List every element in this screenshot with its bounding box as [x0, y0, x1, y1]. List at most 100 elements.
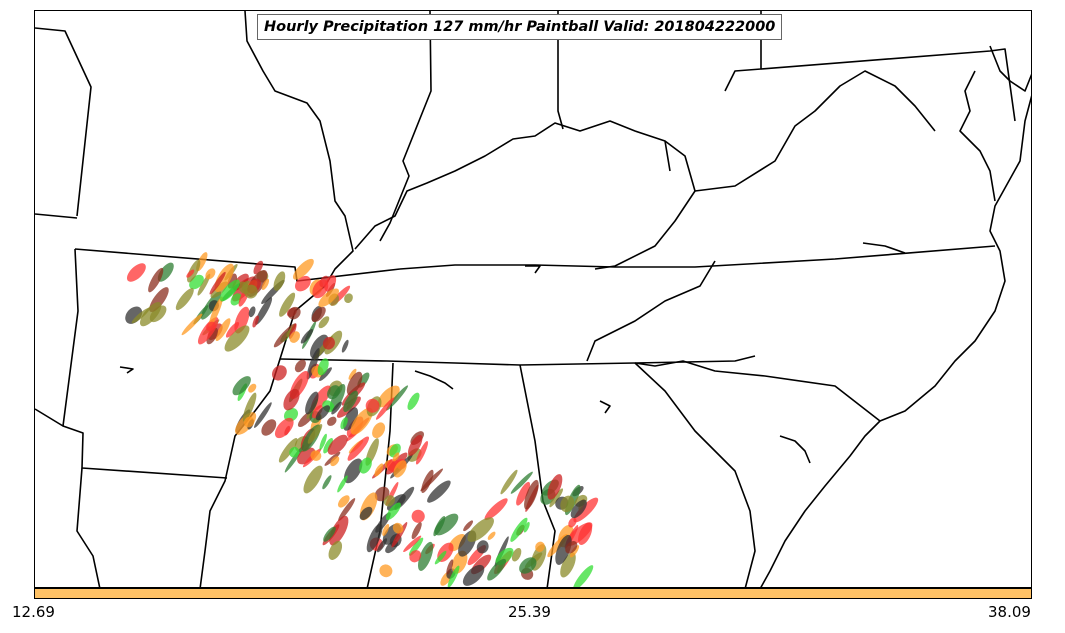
precip-blob — [337, 475, 348, 493]
precip-blob — [392, 522, 404, 534]
precip-blob — [181, 313, 203, 336]
map-frame — [34, 10, 1032, 588]
precip-blob — [346, 371, 363, 396]
boundary-tn-nc — [586, 260, 716, 362]
precip-blob — [510, 517, 528, 542]
precip-blob — [318, 288, 340, 308]
precip-blob — [500, 469, 518, 495]
precip-blob — [555, 534, 572, 565]
boundary-ar-la — [62, 425, 228, 479]
precip-blob — [324, 275, 337, 292]
precip-blob — [328, 540, 343, 560]
precip-blob — [535, 541, 545, 552]
boundary-nc-sc — [634, 360, 881, 422]
precip-blob — [206, 321, 216, 332]
precip-blob — [407, 392, 420, 410]
precip-blob — [306, 348, 320, 380]
precip-blob — [322, 336, 335, 350]
precip-blob — [244, 284, 258, 299]
precip-blob — [186, 269, 195, 278]
precip-blob — [273, 271, 286, 291]
precip-blob — [284, 444, 305, 473]
colorbar — [34, 588, 1032, 599]
precip-blob — [197, 273, 211, 296]
precip-blob — [279, 292, 296, 317]
mississippi-upper — [244, 11, 354, 287]
precip-blob — [573, 565, 594, 587]
precip-blob — [382, 523, 390, 537]
precip-blob — [300, 329, 314, 344]
precip-blob — [344, 458, 363, 484]
boundary-in-oh — [557, 11, 564, 130]
precip-blob — [215, 318, 231, 341]
precip-blob — [330, 456, 340, 467]
precip-blob — [359, 506, 373, 520]
lake-6 — [862, 242, 906, 254]
precip-blob — [392, 452, 400, 462]
precip-blob — [568, 517, 577, 528]
boundary-nw — [35, 27, 92, 217]
ohio-river — [354, 120, 671, 250]
precip-blob — [303, 465, 323, 494]
lake-5 — [525, 265, 541, 274]
map-canvas — [35, 11, 1031, 587]
precip-blob — [487, 531, 496, 540]
precip-blob — [366, 523, 383, 553]
colorbar-tick-max: 38.09 — [988, 603, 1031, 621]
precip-blob — [573, 497, 599, 523]
precip-blob — [252, 315, 259, 328]
precip-blob — [434, 550, 447, 565]
precip-blob — [408, 537, 424, 556]
precip-blob — [243, 416, 255, 428]
precip-blob — [157, 262, 174, 282]
boundary-pa-md — [760, 48, 1016, 122]
boundary-ks-ok — [35, 213, 78, 219]
precip-blob — [569, 545, 580, 558]
precip-blob — [411, 509, 425, 523]
precip-blob — [549, 488, 564, 508]
precip-blob — [385, 502, 401, 521]
precip-blob — [206, 327, 218, 345]
precip-blob — [377, 385, 400, 408]
precip-blob — [322, 475, 332, 490]
precip-blob — [462, 564, 485, 586]
precip-blob — [311, 405, 323, 419]
precip-blob — [289, 446, 300, 458]
boundary-wv — [594, 140, 696, 270]
precip-blob — [337, 495, 350, 508]
precip-blob — [139, 301, 162, 327]
precip-blob — [248, 306, 256, 318]
precip-blob — [289, 331, 300, 343]
precip-blob — [148, 267, 164, 293]
precip-blob — [409, 550, 422, 563]
precip-blob — [467, 517, 495, 542]
precip-blob — [523, 521, 530, 533]
title-text: Hourly Precipitation 127 mm/hr Paintball… — [264, 19, 776, 35]
delaware — [989, 45, 1031, 92]
precip-blob — [338, 498, 356, 521]
precip-blob — [261, 419, 277, 436]
precip-blob — [294, 359, 306, 373]
precip-blob — [175, 288, 194, 311]
precip-blob — [329, 384, 346, 412]
precip-blob — [379, 564, 393, 578]
precip-blob — [476, 540, 489, 554]
precip-blob — [565, 522, 593, 547]
lake-4 — [599, 400, 611, 414]
precip-blob — [484, 498, 508, 521]
precip-blob — [261, 278, 270, 290]
precip-blob — [292, 258, 314, 280]
precip-blob — [219, 279, 240, 302]
boundary-il-in — [379, 11, 432, 242]
precip-blob — [516, 481, 531, 506]
precip-blob — [511, 547, 522, 562]
boundary-wv-va — [694, 70, 936, 192]
precip-blob — [524, 479, 539, 510]
precip-blob — [560, 552, 576, 578]
precip-blob — [126, 263, 146, 282]
precip-blob — [242, 392, 257, 422]
precip-blob — [327, 434, 348, 455]
atlantic-coast — [760, 95, 1031, 587]
boundary-ok-ar — [35, 248, 79, 427]
precip-blob — [510, 471, 533, 494]
